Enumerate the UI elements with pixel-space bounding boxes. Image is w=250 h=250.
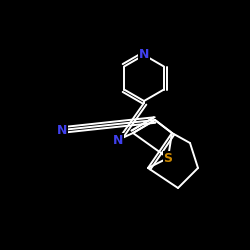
Text: N: N bbox=[139, 48, 149, 62]
Text: S: S bbox=[164, 152, 172, 164]
Text: N: N bbox=[57, 124, 67, 136]
Text: N: N bbox=[113, 134, 123, 146]
